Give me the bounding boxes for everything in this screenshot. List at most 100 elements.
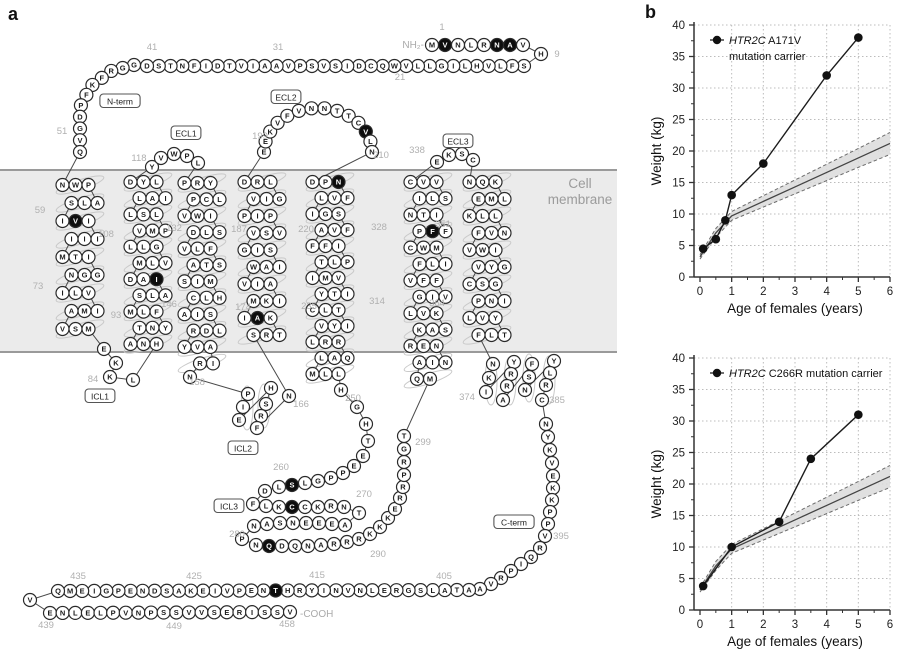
svg-text:N: N (180, 62, 185, 71)
svg-text:A: A (319, 226, 325, 235)
svg-text:I: I (503, 297, 505, 306)
svg-text:P: P (245, 390, 250, 399)
svg-text:N: N (140, 586, 145, 595)
residue-circle (158, 320, 173, 335)
svg-text:Y: Y (545, 433, 550, 442)
svg-text:V: V (443, 293, 448, 302)
svg-text:N: N (543, 420, 548, 429)
data-point (727, 190, 736, 200)
svg-text:0: 0 (697, 619, 703, 631)
residue-circle (314, 190, 329, 206)
svg-text:H: H (474, 62, 479, 71)
svg-text:2: 2 (760, 286, 766, 298)
svg-text:F: F (434, 276, 439, 285)
svg-text:H: H (363, 420, 368, 429)
svg-text:21: 21 (395, 72, 406, 83)
region-label-box (84, 388, 116, 404)
svg-text:9: 9 (554, 49, 559, 60)
svg-text:C: C (539, 396, 545, 405)
svg-text:G: G (401, 445, 407, 454)
svg-text:F: F (476, 229, 481, 238)
svg-text:210: 210 (373, 150, 389, 161)
residue-circle (331, 270, 346, 286)
residue-circle (94, 70, 109, 85)
svg-text:E: E (550, 472, 555, 481)
svg-text:5: 5 (679, 574, 685, 586)
svg-text:4: 4 (823, 619, 830, 631)
residue-circle (272, 225, 287, 241)
svg-text:S: S (277, 519, 282, 528)
svg-text:S: S (443, 325, 448, 334)
residue-circle (515, 37, 531, 53)
svg-text:S: S (526, 373, 531, 382)
svg-text:G: G (323, 210, 329, 219)
svg-text:3: 3 (792, 619, 798, 631)
svg-text:L: L (430, 260, 435, 269)
svg-text:D: D (144, 62, 150, 71)
svg-text:T: T (204, 261, 209, 270)
residue-circle (271, 479, 287, 495)
residue-circle (272, 327, 287, 343)
svg-text:L: L (467, 314, 472, 323)
svg-text:V: V (186, 608, 191, 617)
svg-text:G: G (406, 586, 412, 595)
residue-circle (123, 272, 138, 287)
residue-circle (190, 155, 206, 171)
svg-text:C: C (310, 306, 316, 315)
svg-text:1: 1 (439, 22, 444, 33)
svg-text:P: P (239, 535, 244, 544)
svg-text:250: 250 (345, 393, 361, 404)
svg-text:E: E (476, 195, 481, 204)
residue-circle (158, 191, 173, 206)
svg-text:H: H (154, 340, 159, 349)
residue-circle (314, 286, 329, 302)
svg-text:158: 158 (189, 377, 205, 388)
svg-text:S: S (275, 608, 280, 617)
svg-text:Q: Q (77, 148, 83, 157)
svg-text:P: P (242, 212, 247, 221)
svg-text:D: D (215, 62, 221, 71)
svg-text:S: S (141, 210, 146, 219)
svg-text:L: L (128, 210, 133, 219)
svg-text:I: I (87, 217, 89, 226)
svg-text:E: E (351, 462, 356, 471)
residue-circle (438, 191, 453, 206)
svg-text:R: R (191, 326, 197, 335)
svg-text:S: S (480, 280, 485, 289)
svg-text:M: M (433, 243, 439, 252)
svg-text:425: 425 (186, 571, 202, 582)
svg-text:P: P (191, 195, 196, 204)
svg-text:E: E (201, 586, 206, 595)
svg-text:S: S (212, 608, 217, 617)
svg-text:I: I (252, 62, 254, 71)
svg-text:L: L (131, 376, 136, 385)
svg-text:T: T (319, 258, 324, 267)
residue-circle (186, 192, 201, 207)
residue-circle (358, 416, 374, 432)
svg-text:P: P (345, 258, 350, 267)
residue-circle (249, 420, 265, 436)
svg-text:D: D (279, 542, 285, 551)
svg-text:V: V (77, 136, 82, 145)
residue-circle (438, 322, 453, 337)
svg-text:V: V (434, 178, 439, 187)
svg-text:374: 374 (459, 392, 475, 403)
data-point (698, 244, 708, 253)
svg-text:L: L (430, 194, 435, 203)
residue-circle (396, 428, 412, 444)
svg-text:K: K (417, 325, 423, 334)
svg-text:G: G (82, 271, 88, 280)
svg-text:I: I (196, 277, 198, 286)
svg-text:K: K (385, 514, 391, 523)
svg-text:K: K (547, 446, 553, 455)
svg-text:V: V (73, 217, 78, 226)
svg-text:M: M (309, 370, 315, 379)
svg-text:T: T (421, 211, 426, 220)
svg-text:R: R (237, 608, 243, 617)
svg-text:N: N (261, 586, 266, 595)
svg-text:N: N (455, 41, 460, 50)
svg-text:15: 15 (672, 178, 685, 190)
svg-text:R: R (356, 535, 362, 544)
svg-text:ICL3: ICL3 (220, 501, 238, 511)
residue-circle (331, 238, 346, 254)
